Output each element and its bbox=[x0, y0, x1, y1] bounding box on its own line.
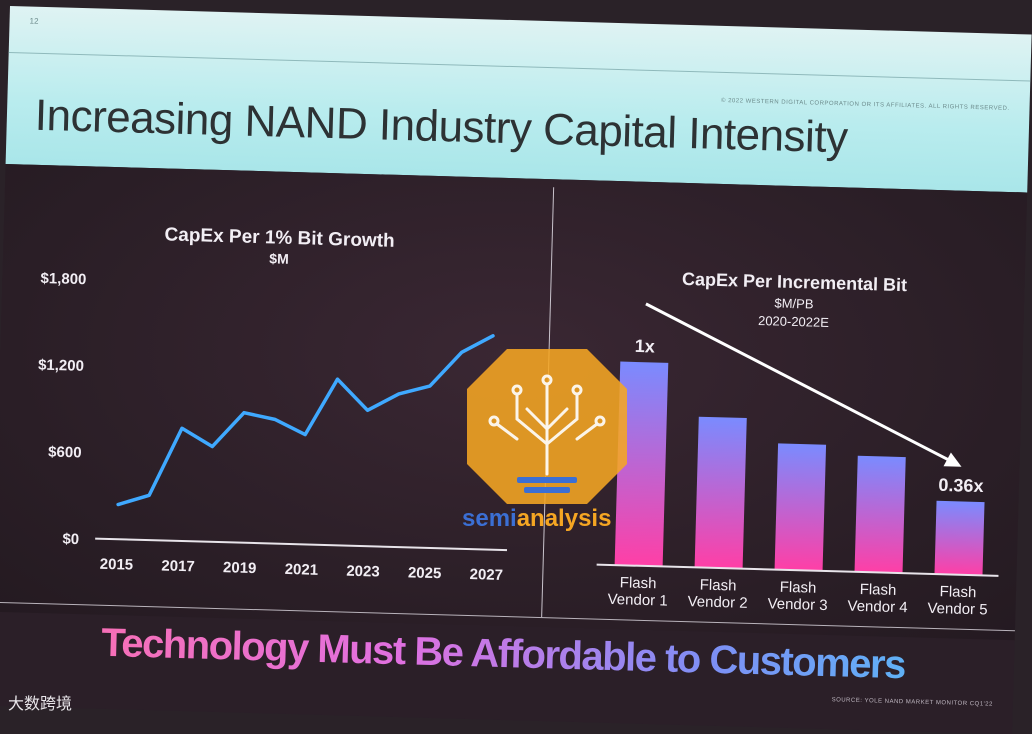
watermark-bulb-band bbox=[517, 477, 577, 483]
bar-category-label: Vendor 1 bbox=[607, 591, 668, 610]
corner-watermark: 大数跨境 bbox=[8, 694, 73, 713]
line-chart-x-tick-label: 2025 bbox=[408, 564, 442, 582]
line-chart-x-tick-label: 2015 bbox=[100, 556, 134, 574]
semianalysis-watermark: semianalysis bbox=[462, 349, 627, 532]
line-chart: CapEx Per 1% Bit Growth $M $0 $600 $1,200 $… bbox=[38, 224, 508, 584]
line-chart-y-tick-label: $1,200 bbox=[38, 357, 84, 375]
bar-vendor-5 bbox=[934, 500, 985, 576]
bar-category-label: Vendor 4 bbox=[847, 598, 908, 617]
line-chart-title: CapEx Per 1% Bit Growth bbox=[164, 224, 395, 251]
line-chart-x-tick-label: 2019 bbox=[223, 559, 257, 577]
bar-vendor-3 bbox=[774, 443, 827, 571]
line-chart-x-tick-label: 2023 bbox=[346, 563, 380, 581]
bar-category-label: Flash bbox=[620, 574, 657, 592]
bar-category-label: Vendor 5 bbox=[927, 600, 988, 619]
trend-arrow-shaft bbox=[645, 302, 951, 462]
bar-category-label: Vendor 2 bbox=[687, 593, 748, 612]
bar-category-label: Flash bbox=[779, 579, 816, 597]
line-chart-x-tick-label: 2017 bbox=[161, 557, 195, 575]
line-chart-x-axis bbox=[95, 537, 508, 552]
watermark-bulb-band bbox=[524, 487, 570, 493]
bar-chart-x-axis bbox=[596, 563, 999, 577]
bar-category-label: Vendor 3 bbox=[767, 595, 828, 614]
watermark-circuit-tree bbox=[488, 374, 606, 476]
line-chart-x-tick-label: 2021 bbox=[284, 561, 318, 579]
line-chart-x-tick-label: 2027 bbox=[469, 566, 503, 584]
bar-chart-subtitle-period: 2020-2022E bbox=[758, 313, 830, 330]
bar-category-label: Flash bbox=[700, 576, 737, 594]
source-note: SOURCE: YOLE NAND MARKET MONITOR CQ1'22 bbox=[831, 697, 993, 708]
bar-chart: CapEx Per Incremental Bit $M/PB 2020-202… bbox=[596, 269, 999, 619]
slide-number: 12 bbox=[29, 16, 39, 26]
bar-category-label: Flash bbox=[939, 583, 976, 601]
bar-data-label: 0.36x bbox=[938, 475, 984, 496]
slide: 12 © 2022 WESTERN DIGITAL CORPORATION OR… bbox=[0, 6, 1032, 734]
trend-arrow-head bbox=[943, 452, 962, 467]
header-rule bbox=[8, 51, 1031, 82]
bar-chart-title: CapEx Per Incremental Bit bbox=[682, 269, 908, 295]
bar-vendor-1 bbox=[614, 361, 669, 567]
bar-chart-subtitle-unit: $M/PB bbox=[774, 295, 813, 311]
copyright-notice: © 2022 WESTERN DIGITAL CORPORATION OR IT… bbox=[720, 97, 1010, 112]
line-chart-y-tick-label: $0 bbox=[62, 531, 79, 548]
line-chart-y-tick-label: $1,800 bbox=[40, 270, 86, 288]
line-chart-series bbox=[116, 334, 495, 507]
line-chart-subtitle: $M bbox=[269, 250, 289, 267]
slide-header: 12 © 2022 WESTERN DIGITAL CORPORATION OR… bbox=[5, 6, 1032, 193]
bar-vendor-4 bbox=[854, 455, 906, 574]
bar-vendor-2 bbox=[694, 416, 747, 569]
trend-arrow bbox=[645, 302, 962, 467]
bar-data-label: 1x bbox=[634, 336, 655, 357]
line-chart-y-tick-label: $600 bbox=[48, 444, 82, 462]
watermark-text: semianalysis bbox=[462, 505, 611, 532]
bar-category-label: Flash bbox=[859, 581, 896, 599]
